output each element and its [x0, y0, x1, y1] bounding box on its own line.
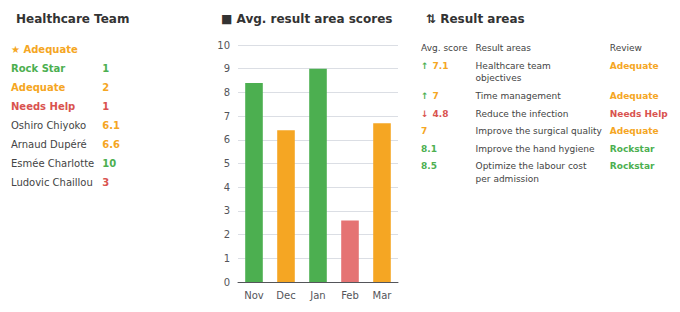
svg-text:1: 1	[224, 253, 230, 264]
svg-text:Needs Help: Needs Help	[610, 109, 668, 119]
svg-text:8: 8	[224, 87, 230, 98]
svg-text:↑: ↑	[421, 61, 429, 71]
svg-text:3: 3	[224, 205, 230, 216]
svg-text:6: 6	[224, 134, 230, 145]
svg-text:7: 7	[433, 91, 439, 101]
svg-text:10: 10	[102, 158, 116, 169]
svg-text:8.1: 8.1	[421, 144, 437, 154]
svg-text:Rockstar: Rockstar	[610, 162, 655, 172]
svg-text:Adequate: Adequate	[11, 82, 65, 93]
svg-text:Mar: Mar	[373, 290, 393, 301]
svg-text:6.1: 6.1	[102, 120, 120, 131]
svg-text:3: 3	[102, 177, 109, 188]
svg-text:↑: ↑	[421, 91, 429, 101]
svg-text:Jan: Jan	[309, 290, 325, 301]
svg-text:2: 2	[224, 229, 230, 240]
svg-text:Healthcare Team: Healthcare Team	[16, 12, 129, 26]
svg-text:7: 7	[421, 126, 427, 136]
svg-text:5: 5	[224, 158, 230, 169]
svg-text:Feb: Feb	[341, 290, 359, 301]
svg-text:per admission: per admission	[476, 174, 539, 184]
svg-text:Dec: Dec	[276, 290, 295, 301]
svg-text:Oshiro Chiyoko: Oshiro Chiyoko	[11, 120, 86, 131]
svg-text:Optimize the labour cost: Optimize the labour cost	[476, 162, 587, 172]
svg-text:Needs Help: Needs Help	[11, 101, 75, 112]
svg-text:Ludovic Chaillou: Ludovic Chaillou	[11, 177, 93, 188]
svg-text:Result areas: Result areas	[476, 43, 532, 53]
svg-text:Adequate: Adequate	[610, 126, 659, 136]
svg-text:★ Adequate: ★ Adequate	[11, 44, 78, 55]
svg-text:Rock Star: Rock Star	[11, 63, 65, 74]
svg-text:4.8: 4.8	[433, 109, 449, 119]
svg-text:Improve the surgical quality: Improve the surgical quality	[476, 126, 603, 136]
svg-text:↓: ↓	[421, 109, 429, 119]
svg-text:Esmée Charlotte: Esmée Charlotte	[11, 158, 94, 169]
svg-text:1: 1	[102, 101, 109, 112]
svg-text:7.1: 7.1	[433, 61, 449, 71]
svg-text:Nov: Nov	[244, 290, 264, 301]
svg-text:6.6: 6.6	[102, 139, 120, 150]
svg-text:Time management: Time management	[475, 91, 562, 101]
svg-text:1: 1	[102, 63, 109, 74]
svg-text:9: 9	[224, 63, 230, 74]
svg-text:Avg. score: Avg. score	[421, 43, 468, 53]
svg-text:objectives: objectives	[476, 74, 522, 84]
svg-text:Adequate: Adequate	[610, 61, 659, 71]
svg-text:⇅ Result areas: ⇅ Result areas	[426, 12, 525, 26]
svg-text:Adequate: Adequate	[610, 91, 659, 101]
svg-text:8.5: 8.5	[421, 162, 437, 172]
svg-text:0: 0	[224, 277, 230, 288]
svg-text:2: 2	[102, 82, 109, 93]
svg-text:Rockstar: Rockstar	[610, 144, 655, 154]
svg-text:Healthcare team: Healthcare team	[476, 61, 551, 71]
svg-text:7: 7	[224, 111, 230, 122]
svg-text:Review: Review	[610, 43, 642, 53]
svg-text:4: 4	[224, 182, 230, 193]
svg-text:Improve the hand hygiene: Improve the hand hygiene	[476, 144, 595, 154]
svg-text:Arnaud Dupéré: Arnaud Dupéré	[11, 139, 87, 150]
svg-text:10: 10	[217, 40, 230, 51]
svg-text:■ Avg. result area scores: ■ Avg. result area scores	[221, 12, 392, 26]
svg-text:Reduce the infection: Reduce the infection	[476, 109, 569, 119]
